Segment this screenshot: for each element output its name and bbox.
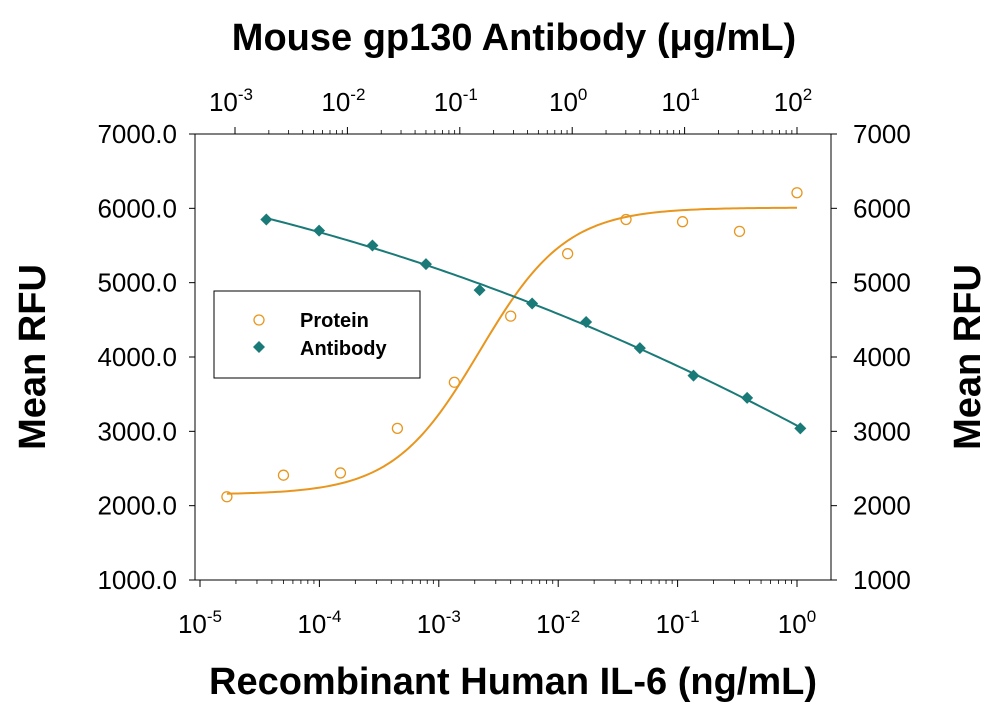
y-axis-label-right: Mean RFU (947, 264, 989, 450)
x-top-tick-label: 10-2 (321, 85, 365, 117)
protein-point (733, 225, 746, 238)
antibody-point (741, 391, 754, 404)
legend-antibody-marker (253, 341, 265, 353)
x-top-tick-label: 102 (774, 85, 812, 117)
legend-box (213, 290, 421, 379)
protein-point (676, 216, 689, 228)
y-right-tick-label: 5000 (853, 268, 911, 298)
y-left-tick-label: 6000.0 (97, 193, 177, 223)
y-left-tick-label: 1000.0 (97, 565, 177, 595)
x-bottom-tick-label: 10-1 (656, 607, 700, 639)
antibody-point (580, 316, 593, 329)
protein-point (277, 469, 290, 481)
legend: Protein Antibody (213, 290, 421, 379)
x-top-tick-label: 10-3 (209, 85, 253, 117)
x-bottom-tick-label: 100 (778, 607, 816, 639)
protein-point (505, 310, 517, 322)
chart-title: Mouse gp130 Antibody (μg/mL) (232, 17, 796, 59)
protein-fit-curve (226, 206, 798, 495)
antibody-point (473, 284, 486, 297)
y-left-tick-label: 5000.0 (97, 268, 177, 298)
protein-point (391, 422, 404, 435)
legend-protein-marker (253, 314, 265, 326)
protein-point (448, 376, 461, 388)
y-right-tick-label: 1000 (853, 565, 911, 595)
axes: 1000.0 2000.0 3000.0 4000.0 5000.0 6000.0 7000… (97, 85, 910, 639)
y-right-tick-label: 7000 (853, 119, 911, 149)
data-points (221, 187, 807, 503)
y-right-tick-label: 6000 (853, 193, 911, 223)
y-axis-label-left: Mean RFU (12, 264, 54, 450)
y-right-tick-label: 4000 (853, 342, 911, 372)
x-top-tick-label: 100 (549, 85, 587, 117)
antibody-point (366, 239, 379, 252)
protein-point (334, 467, 347, 479)
antibody-point (313, 224, 326, 237)
y-left-tick-label: 2000.0 (97, 491, 177, 521)
y-right-tick-label: 3000 (853, 416, 911, 446)
antibody-point (687, 369, 700, 382)
antibody-point (260, 213, 273, 226)
x-top-tick-label: 10-1 (434, 85, 478, 117)
antibody-point (633, 342, 646, 355)
protein-point (791, 187, 803, 199)
protein-point (221, 491, 233, 503)
y-left-tick-label: 4000.0 (97, 342, 177, 372)
y-right-tick-label: 2000 (853, 491, 911, 521)
y-left-tick-label: 3000.0 (97, 416, 177, 446)
x-top-tick-label: 101 (661, 85, 699, 117)
legend-protein-label: Protein (300, 310, 369, 332)
protein-point (620, 213, 632, 226)
x-bottom-tick-label: 10-3 (417, 607, 461, 639)
antibody-point (419, 258, 432, 271)
antibody-point (526, 297, 539, 310)
x-axis-label: Recombinant Human IL-6 (ng/mL) (209, 661, 817, 703)
x-bottom-tick-label: 10-2 (536, 607, 580, 639)
protein-point (562, 248, 574, 260)
antibody-point (794, 422, 807, 435)
x-bottom-tick-label: 10-5 (178, 607, 222, 639)
legend-antibody-label: Antibody (300, 338, 388, 360)
x-bottom-tick-label: 10-4 (297, 607, 341, 639)
y-left-tick-label: 7000.0 (97, 119, 177, 149)
